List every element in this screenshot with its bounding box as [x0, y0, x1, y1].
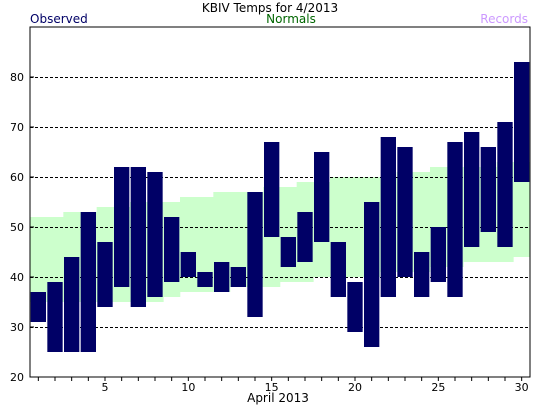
observed-bar-day-16: [280, 237, 296, 267]
observed-bar-day-21: [364, 202, 380, 347]
y-tick-label-50: 50: [10, 221, 24, 234]
observed-bar-day-2: [47, 282, 63, 352]
normals-range-day-11: [196, 197, 214, 292]
x-tick-label-30: 30: [515, 381, 529, 394]
observed-bar-day-3: [64, 257, 80, 352]
observed-bar-day-1: [30, 292, 46, 322]
axis-ticks: 20 30 40 50 60 70 80 5 10 15 20 25 30: [10, 71, 529, 394]
normals-range-day-24: [413, 172, 431, 272]
chart-title: KBIV Temps for 4/2013: [202, 1, 338, 15]
x-tick-label-10: 10: [181, 381, 195, 394]
observed-bar-day-20: [347, 282, 363, 332]
y-tick-label-40: 40: [10, 271, 24, 284]
normals-range-day-13: [230, 192, 247, 287]
observed-bar-day-7: [130, 167, 146, 307]
x-tick-label-5: 5: [102, 381, 109, 394]
observed-bar-day-13: [230, 267, 246, 287]
grid-lines: [30, 77, 530, 328]
y-tick-label-20: 20: [10, 371, 24, 384]
observed-bar-day-25: [430, 227, 446, 282]
observed-bar-day-10: [180, 252, 196, 277]
observed-bar-day-4: [80, 212, 96, 352]
observed-bar-day-28: [480, 147, 496, 232]
observed-bar-day-27: [464, 132, 480, 247]
y-tick-label-30: 30: [10, 321, 24, 334]
observed-bar-day-12: [214, 262, 230, 292]
observed-bar-day-5: [97, 242, 113, 307]
observed-bar-day-18: [314, 152, 330, 242]
legend-normals: Normals: [266, 12, 316, 26]
observed-bars: [30, 62, 530, 352]
observed-bar-day-24: [414, 252, 430, 297]
x-tick-label-20: 20: [348, 381, 362, 394]
plot-frame: [29, 26, 531, 378]
observed-bar-day-14: [247, 192, 263, 317]
observed-bar-day-17: [297, 212, 313, 262]
observed-bar-day-23: [397, 147, 413, 277]
x-tick-label-15: 15: [265, 381, 279, 394]
observed-bar-day-26: [447, 142, 463, 297]
observed-bar-day-22: [380, 137, 396, 297]
observed-bar-day-8: [147, 172, 163, 297]
observed-bar-day-9: [164, 217, 180, 282]
normals-range-day-16: [280, 187, 297, 282]
observed-bar-day-11: [197, 272, 213, 287]
legend-observed: Observed: [30, 12, 88, 26]
observed-bar-day-15: [264, 142, 280, 237]
observed-bar-day-6: [114, 167, 130, 287]
x-tick-label-25: 25: [431, 381, 445, 394]
y-tick-label-70: 70: [10, 121, 24, 134]
y-tick-label-60: 60: [10, 171, 24, 184]
normals-range-day-30: [513, 162, 531, 257]
observed-bar-day-30: [514, 62, 530, 182]
observed-bar-day-19: [330, 242, 346, 297]
normals-range-day-2: [46, 217, 64, 302]
normals-range-day-1: [30, 217, 47, 302]
legend-records: Records: [480, 12, 528, 26]
x-axis-label: April 2013: [247, 391, 309, 405]
observed-bar-day-29: [497, 122, 513, 247]
y-tick-label-80: 80: [10, 71, 24, 84]
